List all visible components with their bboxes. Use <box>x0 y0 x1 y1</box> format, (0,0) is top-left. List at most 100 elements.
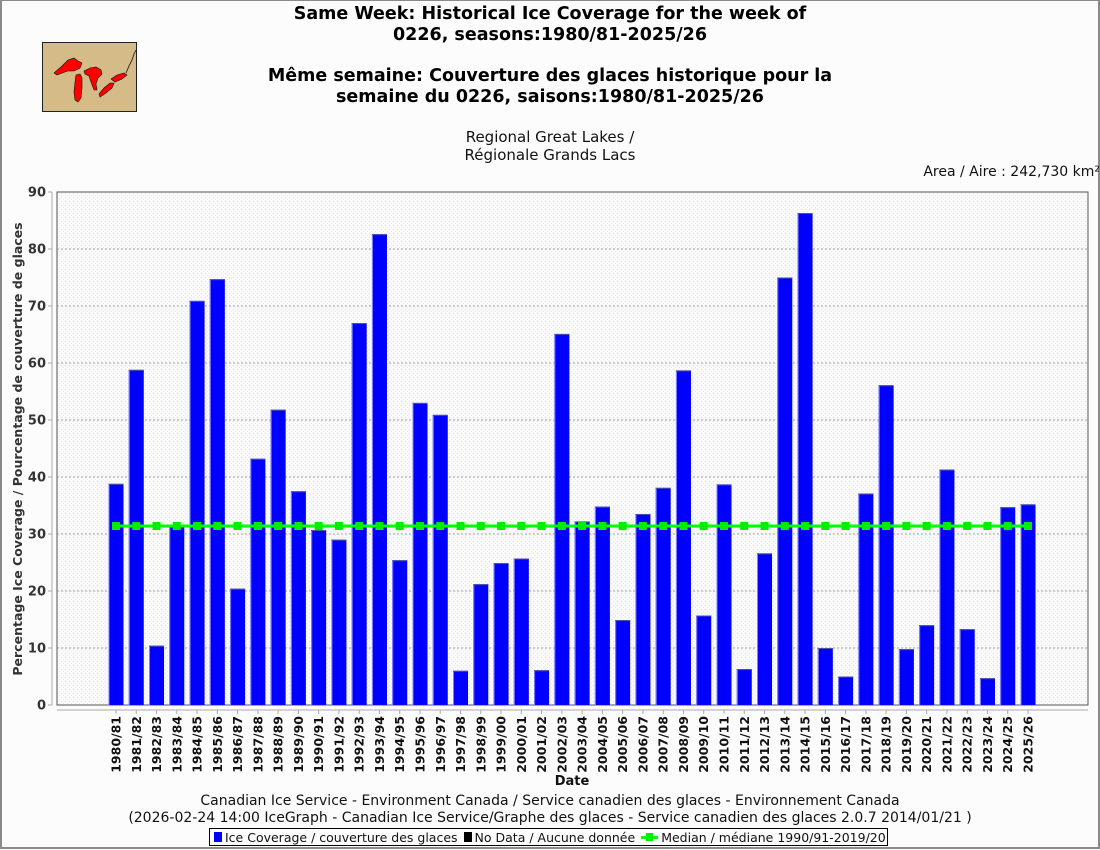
bar <box>574 521 590 705</box>
bar <box>919 625 935 705</box>
bar-fill <box>797 213 813 705</box>
median-point <box>456 522 465 531</box>
bar-fill <box>939 469 955 705</box>
y-tick-label: 70 <box>28 300 46 315</box>
bar-fill <box>777 277 793 705</box>
x-tick-label: 2012/13 <box>757 716 772 773</box>
footer-credit: Canadian Ice Service - Environment Canad… <box>200 793 900 809</box>
x-tick-label: 1983/84 <box>169 716 184 773</box>
y-tick-label: 90 <box>28 186 46 201</box>
chart-legend: Ice Coverage / couverture des glaces No … <box>209 828 888 846</box>
median-point <box>436 522 445 531</box>
bar <box>716 484 732 705</box>
median-point <box>821 522 830 531</box>
area-label: Area / Aire : 242,730 km² <box>923 164 1100 180</box>
bar <box>817 648 833 705</box>
median-point <box>902 522 911 531</box>
bar-fill <box>371 234 387 705</box>
x-tick-label: 2020/21 <box>919 716 934 773</box>
bar-fill <box>615 620 631 705</box>
bar-fill <box>838 676 854 705</box>
median-point <box>334 522 343 531</box>
bar-fill <box>1020 504 1036 705</box>
x-tick-label: 2014/15 <box>798 716 813 773</box>
bar <box>412 402 428 705</box>
bar <box>979 678 995 705</box>
bar <box>655 487 671 705</box>
bar-fill <box>574 521 590 705</box>
bar-fill <box>817 648 833 705</box>
median-point <box>760 522 769 531</box>
bar <box>371 234 387 705</box>
plot-area <box>56 191 1089 706</box>
legend-swatch-ice-coverage <box>214 832 222 842</box>
median-point <box>395 522 404 531</box>
x-tick-label: 2004/05 <box>595 716 610 773</box>
bar <box>898 649 914 705</box>
median-point <box>355 522 364 531</box>
median-point <box>841 522 850 531</box>
x-axis-label: Date <box>555 774 590 789</box>
median-point <box>578 522 587 531</box>
median-point <box>253 522 262 531</box>
median-point <box>780 522 789 531</box>
x-tick-label: 2024/25 <box>1000 716 1015 773</box>
median-point <box>517 522 526 531</box>
bar <box>1020 504 1036 705</box>
median-point <box>213 522 222 531</box>
median-point <box>882 522 891 531</box>
x-tick-label: 1989/90 <box>291 716 306 773</box>
median-point <box>294 522 303 531</box>
bar <box>554 333 570 705</box>
bar-fill <box>493 563 509 705</box>
bar <box>534 670 550 705</box>
bar-fill <box>473 584 489 705</box>
x-tick-label: 2006/07 <box>635 716 650 773</box>
y-axis: 0 10 20 30 40 50 60 70 80 90 <box>28 186 53 714</box>
bar <box>675 370 691 705</box>
bar-fill <box>635 514 651 705</box>
x-tick-label: 2011/12 <box>737 716 752 773</box>
bar-fill <box>655 487 671 705</box>
x-tick-label: 1996/97 <box>433 716 448 773</box>
bar-fill <box>331 539 347 705</box>
x-tick-label: 2021/22 <box>939 716 954 773</box>
x-tick-label: 1981/82 <box>129 716 144 773</box>
median-line <box>112 522 1032 531</box>
bar-fill <box>757 553 773 705</box>
bar <box>250 458 266 705</box>
bar-fill <box>534 670 550 705</box>
legend-item-ice-coverage: Ice Coverage / couverture des glaces <box>214 830 458 845</box>
bar-fill <box>290 491 306 705</box>
x-tick-label: 2025/26 <box>1021 716 1036 773</box>
chart-title-fr-line1: Même semaine: Couverture des glaces hist… <box>267 66 833 86</box>
bar <box>392 560 408 705</box>
x-tick-label: 1999/00 <box>494 716 509 773</box>
x-tick-label: 1998/99 <box>473 716 488 773</box>
median-point <box>537 522 546 531</box>
bar <box>797 213 813 705</box>
median-point <box>132 522 141 531</box>
bar-fill <box>209 279 225 705</box>
y-tick-label: 20 <box>28 585 46 600</box>
x-tick-label: 1986/87 <box>230 716 245 773</box>
bar-fill <box>979 678 995 705</box>
median-point <box>679 522 688 531</box>
bar <box>757 553 773 705</box>
median-point <box>942 522 951 531</box>
bar-fill <box>149 645 165 705</box>
region-label-en: Regional Great Lakes / <box>465 128 635 146</box>
chart-title-fr-line2: semaine du 0226, saisons:1980/81-2025/26 <box>336 87 764 107</box>
bar <box>149 645 165 705</box>
median-point <box>497 522 506 531</box>
bar <box>858 493 874 705</box>
bar <box>351 323 367 705</box>
y-tick-label: 80 <box>28 243 46 258</box>
x-tick-label: 2010/11 <box>717 716 732 773</box>
bar <box>493 563 509 705</box>
legend-label-no-data: No Data / Aucune donnée <box>474 829 636 845</box>
bar-fill <box>311 530 327 705</box>
median-point <box>416 522 424 531</box>
median-point <box>740 522 749 531</box>
x-axis: 1980/81 1981/82 1982/83 1983/84 1984/85 1985/… <box>57 709 1088 773</box>
